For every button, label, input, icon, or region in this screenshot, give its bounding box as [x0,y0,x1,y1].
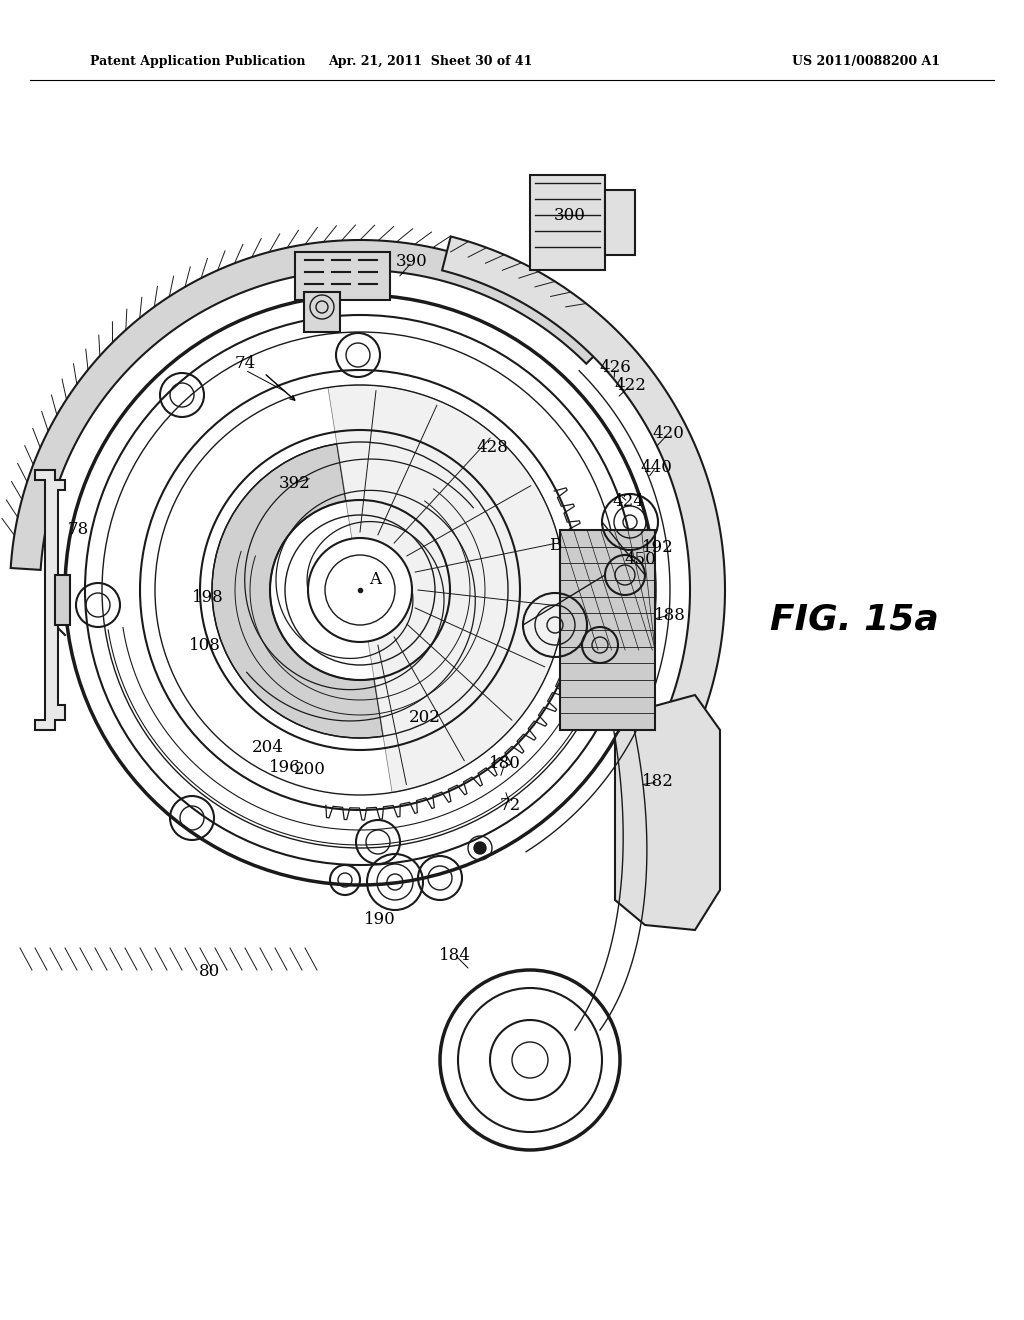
Text: FIG. 15a: FIG. 15a [770,603,939,638]
Text: 300: 300 [554,206,586,223]
Text: 390: 390 [396,253,428,271]
Text: 422: 422 [614,378,646,395]
Bar [55,576,70,624]
Text: 204: 204 [252,739,284,756]
Text: 192: 192 [642,540,674,557]
Text: 424: 424 [612,494,644,511]
Text: 196: 196 [269,759,301,776]
Text: B: B [549,536,561,553]
Bar [304,292,340,333]
Text: 450: 450 [624,552,656,569]
Text: Patent Application Publication: Patent Application Publication [90,55,305,69]
Text: 72: 72 [500,796,520,813]
Polygon shape [10,240,607,570]
Text: 74: 74 [234,355,256,371]
Text: 392: 392 [280,474,311,491]
Text: 188: 188 [654,606,686,623]
Text: 78: 78 [68,521,89,539]
Text: 190: 190 [365,912,396,928]
Polygon shape [328,385,565,792]
Text: 202: 202 [409,710,441,726]
Text: 426: 426 [599,359,631,376]
Text: 198: 198 [193,590,224,606]
Polygon shape [35,470,65,730]
Bar [605,190,635,255]
Polygon shape [212,444,383,738]
Text: Apr. 21, 2011  Sheet 30 of 41: Apr. 21, 2011 Sheet 30 of 41 [328,55,532,69]
Polygon shape [615,696,720,931]
Text: 420: 420 [652,425,684,442]
Text: 182: 182 [642,774,674,791]
Polygon shape [442,236,725,805]
Text: 440: 440 [640,458,672,475]
Bar [295,252,390,300]
Text: 428: 428 [476,440,508,457]
Text: 184: 184 [439,946,471,964]
Text: 180: 180 [489,755,521,771]
Text: 80: 80 [200,964,220,981]
Text: A: A [369,572,381,589]
Text: 200: 200 [294,762,326,779]
Circle shape [474,842,486,854]
Bar [530,176,605,271]
Text: US 2011/0088200 A1: US 2011/0088200 A1 [792,55,940,69]
Bar [560,531,655,730]
Text: 108: 108 [189,636,221,653]
